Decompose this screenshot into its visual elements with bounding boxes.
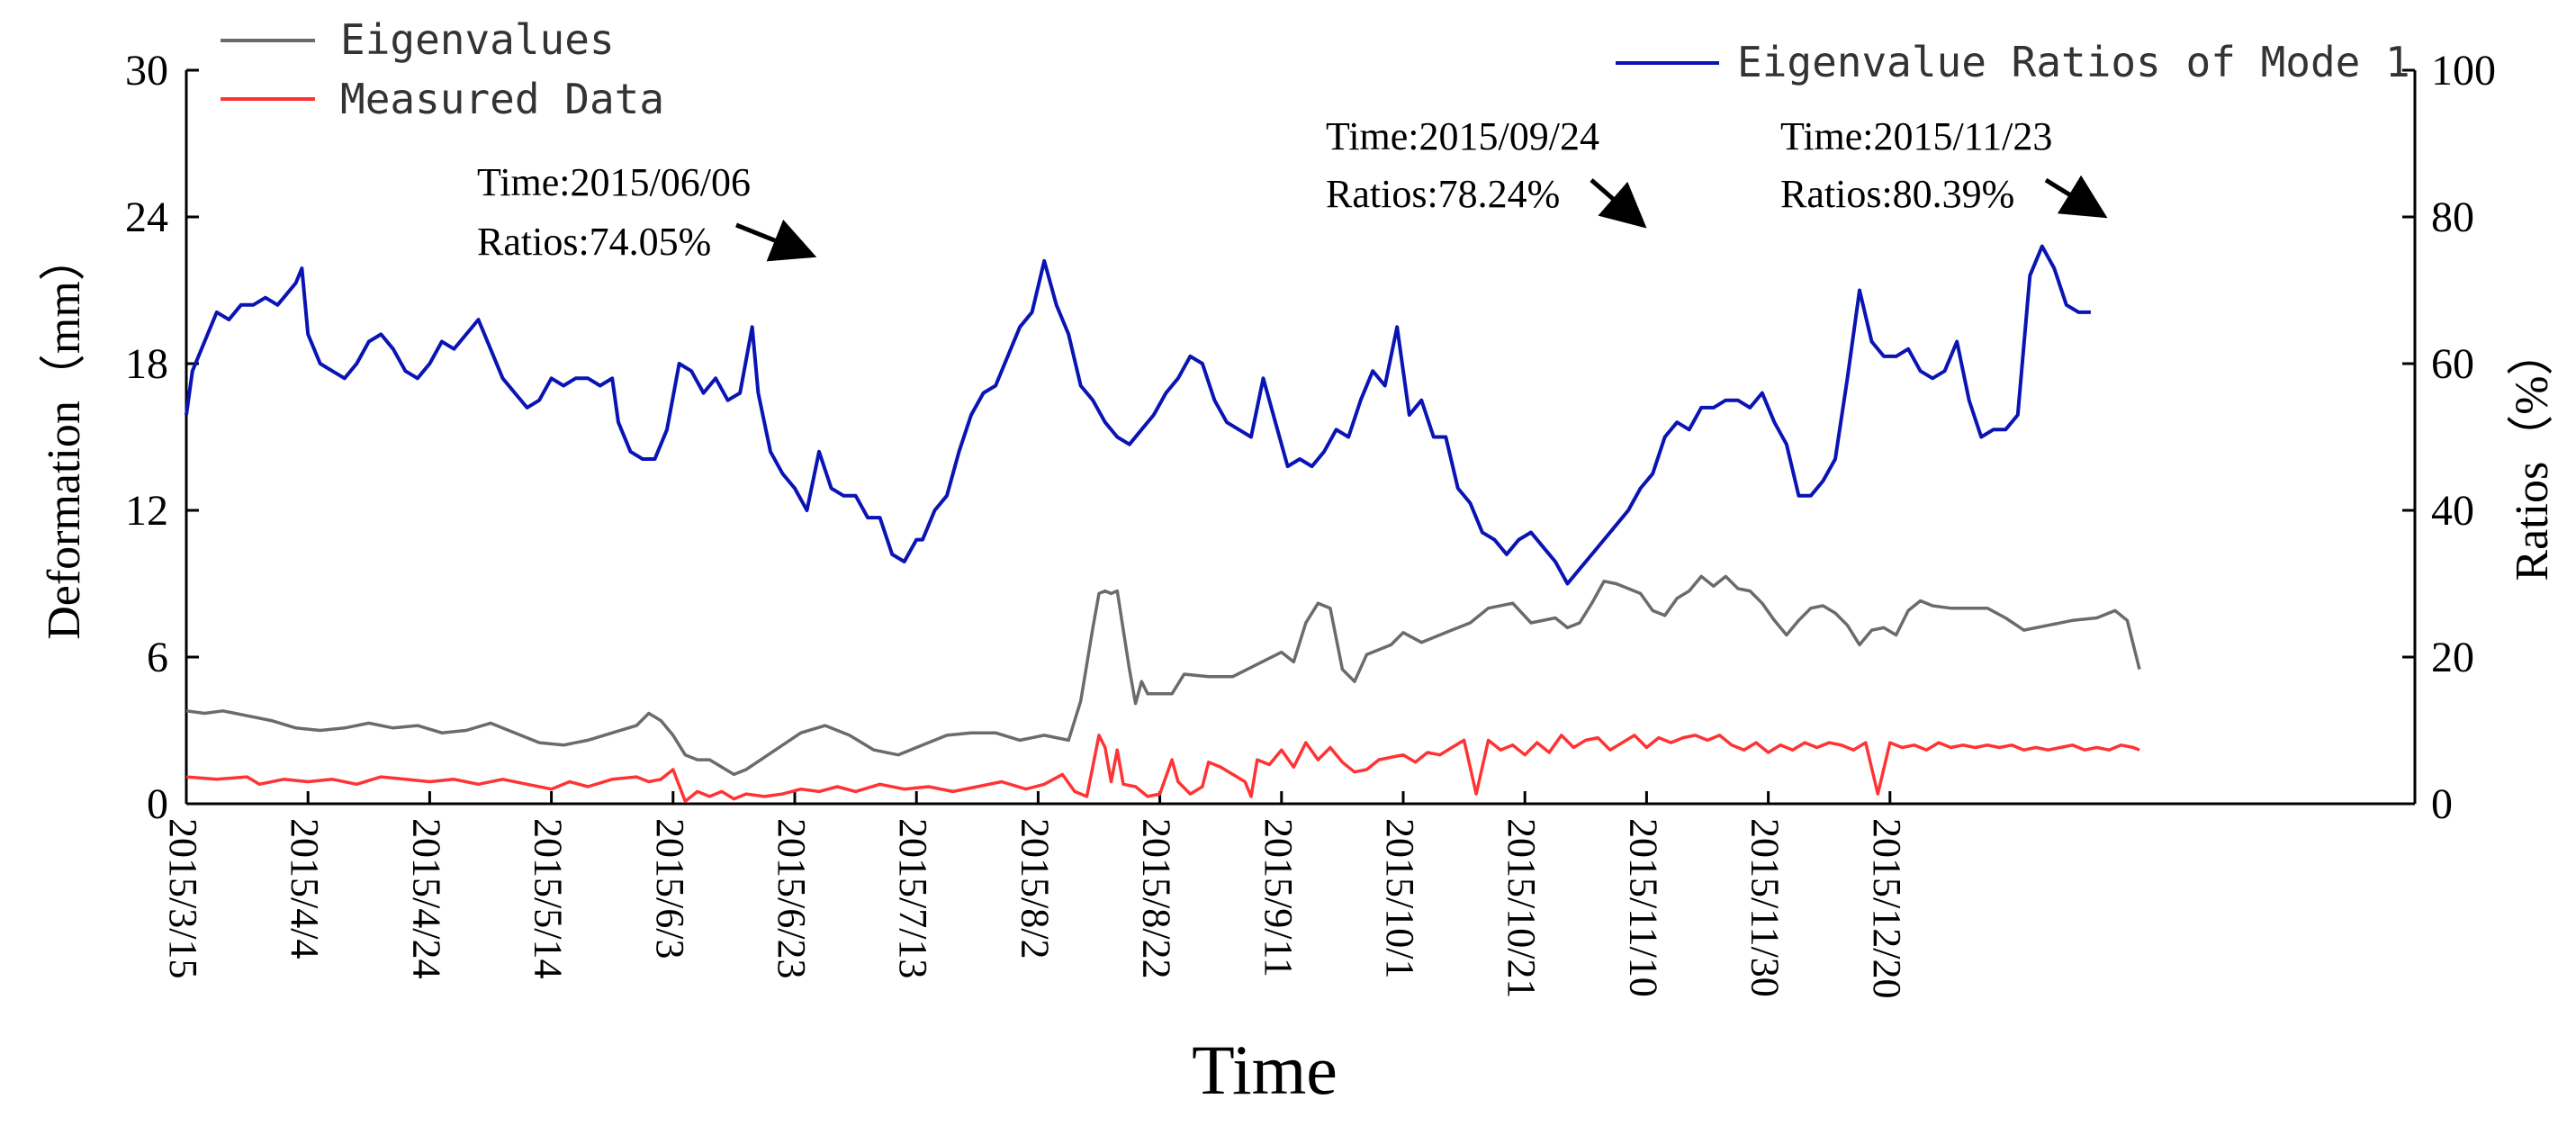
- annotation-1-time: Time:2015/06/06: [477, 160, 751, 204]
- annotation-3-arrow: [2044, 175, 2108, 219]
- annotation-3-time: Time:2015/11/23: [1780, 114, 2052, 158]
- x-tick-label: 2015/10/21: [1500, 818, 1544, 998]
- legend: Eigenvalues Measured Data Eigenvalue Rat…: [221, 15, 2410, 123]
- right-tick-label: 40: [2431, 487, 2474, 535]
- left-tick-label: 0: [147, 780, 168, 828]
- x-tick-label: 2015/8/2: [1013, 818, 1057, 959]
- series-line-eigenvalues: [185, 574, 2141, 777]
- left-tick-label: 30: [125, 47, 168, 95]
- x-tick-label: 2015/5/14: [527, 818, 571, 978]
- series-line-eigenvalue-ratios-of-mode-1: [185, 244, 2091, 586]
- series-layer: [185, 244, 2141, 804]
- x-tick-label: 2015/7/13: [891, 818, 935, 978]
- x-tick-label: 2015/4/4: [283, 818, 327, 959]
- annotation-2-ratio: Ratios:78.24%: [1326, 172, 1560, 216]
- x-tick-label: 2015/8/22: [1135, 818, 1179, 978]
- legend-label-measured-data: Measured Data: [340, 75, 664, 123]
- y-axis-title-left: Deformation（mm）: [39, 234, 90, 640]
- legend-label-eigenvalues: Eigenvalues: [340, 15, 615, 64]
- x-tick-label: 2015/6/23: [770, 818, 814, 978]
- left-tick-label: 24: [125, 194, 168, 241]
- x-tick-label: 2015/6/3: [648, 818, 692, 959]
- x-tick-label: 2015/11/30: [1743, 818, 1788, 997]
- left-tick-label: 12: [125, 487, 168, 535]
- series-line-measured-data: [185, 734, 2140, 804]
- x-axis-title: Time: [1192, 1031, 1338, 1109]
- annotation-1-arrow: [735, 219, 817, 262]
- right-tick-label: 20: [2431, 634, 2474, 681]
- left-tick-label: 6: [147, 634, 168, 681]
- right-tick-label: 100: [2431, 47, 2496, 95]
- right-tick-label: 60: [2431, 340, 2474, 388]
- x-tick-label: 2015/11/10: [1621, 818, 1665, 997]
- x-tick-label: 2015/9/11: [1256, 818, 1301, 977]
- y-axis-title-right: Ratios（%）: [2507, 329, 2558, 581]
- right-tick-label: 80: [2431, 194, 2474, 241]
- annotation-3-ratio: Ratios:80.39%: [1780, 172, 2014, 216]
- right-tick-label: 0: [2431, 780, 2453, 828]
- x-tick-label: 2015/10/1: [1378, 818, 1422, 978]
- annotation-1-ratio: Ratios:74.05%: [477, 220, 711, 264]
- annotation-2-arrow: [1590, 178, 1647, 229]
- annotations: Time:2015/06/06 Ratios:74.05% Time:2015/…: [477, 114, 2108, 264]
- axes: 0 6 12 18 24 30 0 20 40 60 80 100 2015/3/15 2015/4/4 2…: [39, 47, 2558, 1109]
- x-tick-label: 2015/3/15: [161, 818, 205, 978]
- x-tick-label: 2015/12/20: [1865, 818, 1909, 998]
- left-tick-label: 18: [125, 340, 168, 388]
- x-tick-label: 2015/4/24: [404, 818, 448, 978]
- annotation-2-time: Time:2015/09/24: [1326, 114, 1599, 158]
- legend-label-eigenvalue-ratios: Eigenvalue Ratios of Mode 1: [1737, 38, 2410, 86]
